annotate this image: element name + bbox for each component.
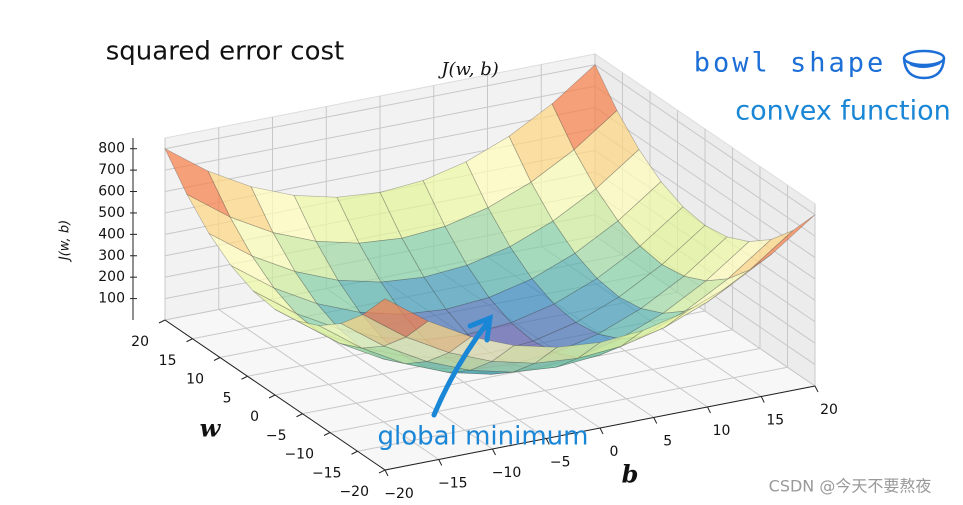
x-tick-label: 5 — [663, 434, 672, 450]
grid-line — [594, 85, 816, 237]
x-tick-label: −10 — [492, 465, 522, 481]
x-tick-label: −20 — [384, 486, 414, 502]
y-tick-label: −5 — [266, 428, 287, 444]
x-tick — [814, 385, 819, 393]
y-tick — [323, 432, 331, 436]
y-tick — [213, 357, 221, 361]
x-tick — [599, 427, 604, 435]
y-tick-label: −10 — [284, 447, 314, 463]
x-tick-label: 10 — [713, 423, 731, 439]
bowl-icon — [902, 49, 946, 80]
y-tick-label: 10 — [186, 372, 204, 388]
y-tick-label: 15 — [159, 353, 177, 369]
x-tick — [760, 396, 765, 403]
x-axis-line — [384, 385, 816, 471]
x-tick-label: −5 — [550, 455, 571, 471]
z-axis-label: J(w, b) — [58, 220, 73, 263]
watermark: CSDN @今天不要熬夜 — [769, 477, 932, 496]
surface-patch — [490, 345, 559, 364]
surface-patch — [469, 360, 536, 373]
surface-patch — [296, 320, 363, 349]
x-tick-label: 15 — [766, 413, 784, 429]
y-tick-label: 0 — [250, 409, 259, 425]
z-tick-label: 300 — [98, 248, 125, 264]
arrow — [431, 314, 494, 418]
z-tick-label: 400 — [98, 226, 125, 242]
annotation: global minimum — [378, 422, 589, 452]
z-tick-label: 800 — [98, 141, 125, 157]
x-tick-label: −15 — [438, 476, 468, 492]
b-axis-label: b — [622, 460, 639, 489]
surface-patch — [405, 320, 472, 353]
grid-line — [164, 85, 596, 171]
y-tick — [296, 413, 303, 418]
surface-patch — [749, 214, 816, 271]
x-tick — [384, 469, 389, 477]
y-tick — [378, 469, 386, 474]
axes: −20 −15 −10 −5 0 5 10 15 20 −20 −15 −10 −5 0 5 10 15 20 10… — [98, 138, 838, 502]
y-tick-label: −15 — [312, 465, 342, 481]
y-tick — [158, 319, 166, 324]
z-tick-label: 100 — [98, 291, 125, 307]
surface — [164, 64, 816, 375]
w-axis-label: w — [200, 414, 222, 443]
x-tick — [545, 438, 550, 445]
y-tick-label: −20 — [339, 484, 369, 500]
y-tick — [351, 450, 358, 455]
surface-patch — [251, 255, 318, 305]
grid-line — [302, 329, 733, 415]
surface-patch — [164, 147, 231, 218]
grid-line — [329, 348, 761, 433]
z-tick-label: 200 — [98, 269, 125, 285]
annotation: convex function — [735, 96, 950, 127]
x-tick-label: 0 — [610, 444, 619, 460]
grid-line — [594, 64, 816, 216]
surface-patch — [380, 276, 447, 315]
x-tick — [653, 417, 658, 424]
x-tick-label: 20 — [820, 402, 838, 418]
z-tick-label: 600 — [98, 184, 125, 200]
y-tick — [268, 394, 276, 399]
x-tick — [707, 406, 711, 414]
y-tick-label: 5 — [223, 390, 232, 406]
x-tick — [438, 459, 443, 466]
surface-patch — [444, 207, 511, 266]
surface-patch — [317, 323, 386, 349]
grid-line — [594, 107, 816, 258]
y-tick — [241, 375, 248, 380]
surface-patch — [340, 314, 407, 347]
grid-line — [164, 64, 596, 150]
x-tick — [492, 448, 496, 456]
handwritten-note: bowl shape — [694, 48, 887, 79]
slide-title: squared error cost — [106, 37, 345, 67]
y-tick-label: 20 — [131, 334, 149, 350]
surface-patch — [379, 180, 446, 239]
surface-patch — [186, 193, 253, 257]
y-tick — [186, 338, 193, 343]
surface-patch — [362, 298, 429, 338]
z-tick-label: 700 — [98, 162, 125, 178]
grid-line — [164, 107, 596, 193]
grid-line — [357, 366, 788, 452]
surface-patch — [423, 264, 490, 310]
z-tick-label: 500 — [98, 205, 125, 221]
chart-title: J(w, b) — [437, 59, 499, 80]
y-axis-line — [164, 319, 386, 471]
surface-patch — [358, 237, 425, 283]
surface-patch — [401, 225, 468, 278]
